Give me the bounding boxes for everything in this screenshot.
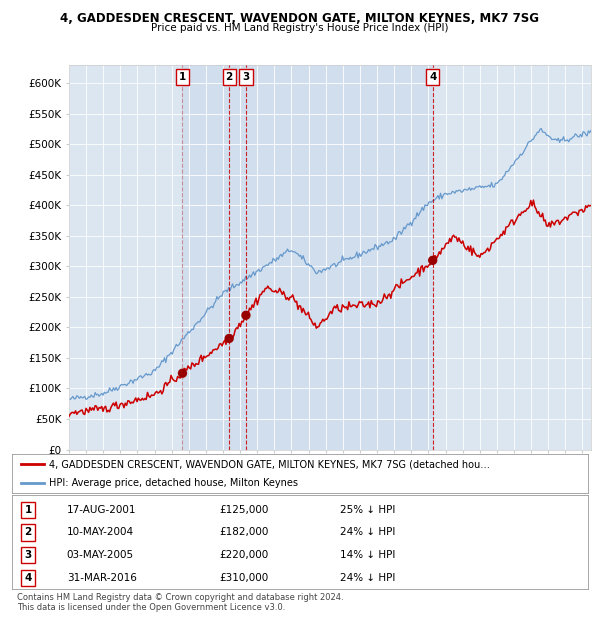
Text: 24% ↓ HPI: 24% ↓ HPI <box>340 573 395 583</box>
Text: 1: 1 <box>179 73 186 82</box>
Point <box>241 310 251 320</box>
Point <box>428 255 437 265</box>
Text: £220,000: £220,000 <box>220 550 269 560</box>
Text: 03-MAY-2005: 03-MAY-2005 <box>67 550 134 560</box>
Text: 25% ↓ HPI: 25% ↓ HPI <box>340 505 395 515</box>
Text: £182,000: £182,000 <box>220 528 269 538</box>
Bar <box>182 65 229 450</box>
Bar <box>229 65 246 450</box>
Text: 1: 1 <box>25 505 32 515</box>
Text: 3: 3 <box>25 550 32 560</box>
Text: £125,000: £125,000 <box>220 505 269 515</box>
Text: 4: 4 <box>25 573 32 583</box>
Text: 2: 2 <box>25 528 32 538</box>
Text: 24% ↓ HPI: 24% ↓ HPI <box>340 528 395 538</box>
Text: 3: 3 <box>242 73 250 82</box>
Bar <box>246 65 433 450</box>
Text: 4, GADDESDEN CRESCENT, WAVENDON GATE, MILTON KEYNES, MK7 7SG (detached hou…: 4, GADDESDEN CRESCENT, WAVENDON GATE, MI… <box>49 459 490 469</box>
Text: Contains HM Land Registry data © Crown copyright and database right 2024.
This d: Contains HM Land Registry data © Crown c… <box>17 593 343 612</box>
Text: £310,000: £310,000 <box>220 573 269 583</box>
Text: 2: 2 <box>226 73 233 82</box>
Text: 10-MAY-2004: 10-MAY-2004 <box>67 528 134 538</box>
Text: 31-MAR-2016: 31-MAR-2016 <box>67 573 137 583</box>
Text: 14% ↓ HPI: 14% ↓ HPI <box>340 550 395 560</box>
Text: HPI: Average price, detached house, Milton Keynes: HPI: Average price, detached house, Milt… <box>49 478 298 488</box>
Text: 4: 4 <box>429 73 436 82</box>
Text: 17-AUG-2001: 17-AUG-2001 <box>67 505 136 515</box>
Point <box>178 368 187 378</box>
Point <box>224 334 234 343</box>
Text: 4, GADDESDEN CRESCENT, WAVENDON GATE, MILTON KEYNES, MK7 7SG: 4, GADDESDEN CRESCENT, WAVENDON GATE, MI… <box>61 12 539 25</box>
Text: Price paid vs. HM Land Registry's House Price Index (HPI): Price paid vs. HM Land Registry's House … <box>151 23 449 33</box>
